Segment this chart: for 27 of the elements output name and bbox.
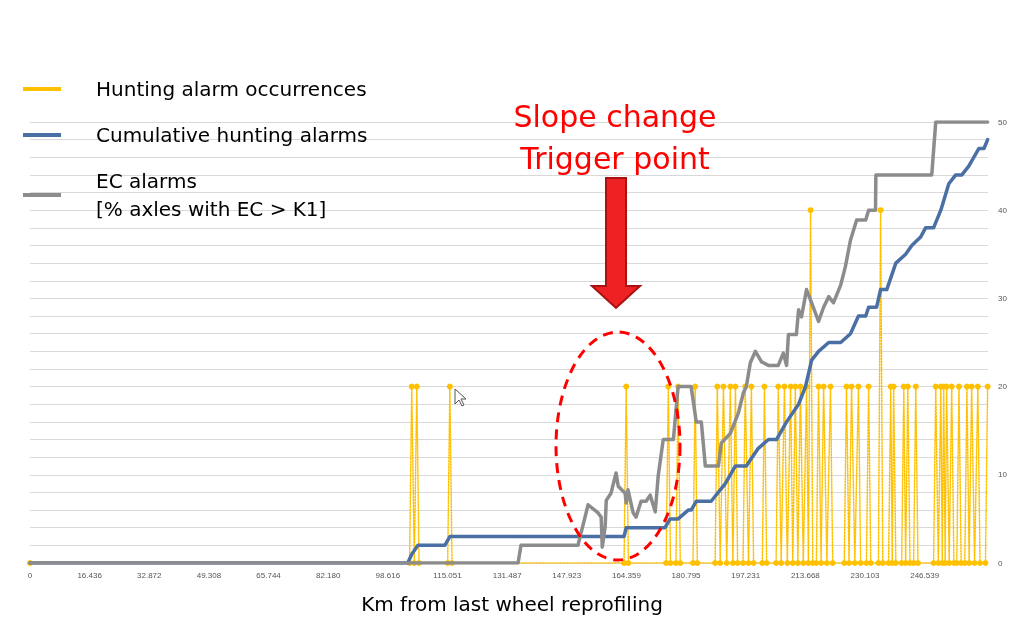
y-tick-label: 10 [998,470,1008,480]
x-tick-label: 246.539 [910,570,940,580]
legend-label: Hunting alarm occurrences [96,77,367,101]
x-tick-label: 147.923 [552,570,582,580]
x-tick-label: 197.231 [731,570,761,580]
y-tick-label: 0 [998,558,1003,568]
x-tick-label: 164.359 [611,570,642,580]
y-tick-label: 40 [998,205,1008,215]
x-tick-label: 65.744 [256,570,282,580]
x-tick-label: 32.872 [137,570,163,580]
legend-label: EC alarms [% axles with EC > K1] [96,169,327,221]
x-tick-label: 131.487 [492,570,523,580]
legend-label: Cumulative hunting alarms [96,123,368,147]
x-tick-label: 115.051 [433,570,463,580]
x-tick-label: 82.180 [315,570,341,580]
x-tick-label: 98.616 [375,570,401,580]
x-tick-label: 0 [27,570,33,580]
x-tick-label: 213.668 [790,570,821,580]
y-tick-label: 50 [998,117,1008,127]
x-tick-label: 230.103 [850,570,880,580]
x-axis-title: Km from last wheel reprofiling [360,592,664,616]
annotation: Slope change Trigger point [512,98,718,178]
y-tick-label: 20 [998,382,1008,392]
x-tick-label: 16.436 [77,570,103,580]
x-tick-label: 180.795 [671,570,702,580]
y-tick-label: 30 [998,293,1008,303]
x-tick-label: 49.308 [196,570,222,580]
